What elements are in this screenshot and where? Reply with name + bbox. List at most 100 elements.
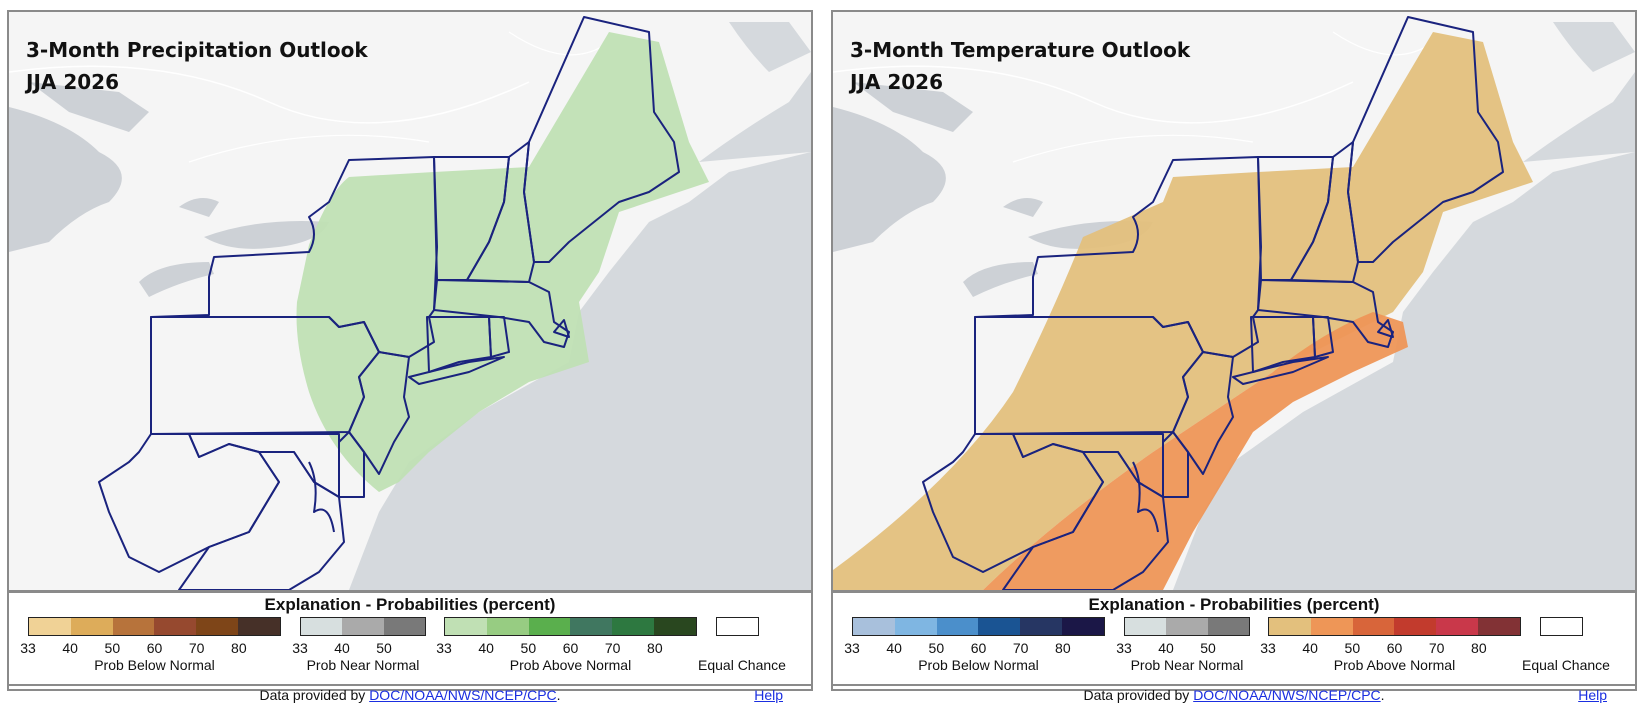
- near-normal-ticks: 33 40 50: [292, 640, 426, 656]
- below-normal-colorbar: [852, 617, 1105, 636]
- color-swatch-0: [445, 618, 487, 635]
- below-normal-ticks: 33 40 50 60 70 80: [20, 640, 281, 656]
- tick-label: 33: [1116, 640, 1132, 656]
- tick-label: 40: [1158, 640, 1174, 656]
- tick-label: 80: [647, 640, 663, 656]
- tick-label: 40: [1302, 640, 1318, 656]
- color-swatch-0: [29, 618, 71, 635]
- tick-label: 50: [104, 640, 121, 656]
- above-normal-40-50-region: [983, 312, 1408, 590]
- footer: Data provided by DOC/NOAA/NWS/NCEP/CPC. …: [9, 684, 811, 704]
- color-swatch-4: [196, 618, 239, 635]
- color-swatch-1: [894, 618, 937, 635]
- tick-label: 70: [604, 640, 621, 656]
- above-normal-ticks: 33 40 50 60 70 80: [1260, 640, 1521, 656]
- color-swatch-4: [612, 618, 655, 635]
- temperature-outlook-panel: 3-Month Temperature Outlook JJA 2026 Exp…: [831, 10, 1637, 703]
- below-normal-ticks: 33 40 50 60 70 80: [844, 640, 1105, 656]
- footer-prefix: Data provided by: [259, 687, 370, 703]
- color-swatch-2: [1352, 618, 1395, 635]
- tick-label: 33: [1260, 640, 1276, 656]
- color-swatch-5: [654, 618, 696, 635]
- tick-label: 33: [844, 640, 860, 656]
- legend-title: Explanation - Probabilities (percent): [1088, 595, 1380, 614]
- legend: Explanation - Probabilities (percent) 33…: [9, 590, 811, 684]
- precipitation-map[interactable]: 3-Month Precipitation Outlook JJA 2026: [9, 12, 811, 590]
- color-swatch-5: [238, 618, 280, 635]
- tick-label: 80: [231, 640, 247, 656]
- tick-label: 50: [376, 640, 392, 656]
- map-title-line1: 3-Month Temperature Outlook: [850, 38, 1191, 62]
- color-swatch-1: [1310, 618, 1353, 635]
- color-swatch-2: [528, 618, 571, 635]
- footer-credit: Data provided by DOC/NOAA/NWS/NCEP/CPC.: [833, 687, 1635, 703]
- above-normal-33-40-region: [833, 32, 1533, 590]
- below-normal-colorbar: [28, 617, 281, 636]
- legend-title: Explanation - Probabilities (percent): [264, 595, 556, 614]
- cpc-link[interactable]: DOC/NOAA/NWS/NCEP/CPC: [1193, 687, 1381, 703]
- map-title-line2: JJA 2026: [26, 70, 119, 94]
- color-swatch-1: [342, 618, 384, 635]
- tick-label: 80: [1471, 640, 1487, 656]
- precipitation-outlook-panel: 3-Month Precipitation Outlook JJA 2026 E…: [7, 10, 813, 703]
- near-normal-label: Prob Near Normal: [306, 657, 420, 673]
- color-swatch-4: [1020, 618, 1063, 635]
- near-normal-colorbar: [300, 617, 426, 636]
- color-swatch-0: [301, 618, 343, 635]
- color-swatch-0: [1269, 618, 1311, 635]
- tick-label: 40: [334, 640, 350, 656]
- color-swatch-2: [936, 618, 979, 635]
- tick-label: 33: [436, 640, 452, 656]
- color-swatch-2: [383, 618, 425, 635]
- color-swatch-2: [112, 618, 155, 635]
- tick-label: 40: [478, 640, 494, 656]
- footer-credit: Data provided by DOC/NOAA/NWS/NCEP/CPC.: [9, 687, 811, 703]
- tick-label: 70: [1428, 640, 1445, 656]
- equal-chance-swatch: [716, 617, 759, 636]
- above-normal-region: [296, 32, 709, 492]
- tick-label: 60: [146, 640, 163, 656]
- tick-label: 33: [292, 640, 308, 656]
- tick-label: 70: [1012, 640, 1029, 656]
- temperature-map[interactable]: 3-Month Temperature Outlook JJA 2026: [833, 12, 1635, 590]
- above-normal-colorbar: [444, 617, 697, 636]
- color-swatch-1: [486, 618, 529, 635]
- map-title: 3-Month Precipitation Outlook JJA 2026: [26, 34, 368, 98]
- above-normal-colorbar: [1268, 617, 1521, 636]
- help-link[interactable]: Help: [754, 687, 783, 703]
- above-normal-label: Prob Above Normal: [1333, 657, 1456, 673]
- color-swatch-0: [853, 618, 895, 635]
- below-normal-label: Prob Below Normal: [918, 657, 1039, 673]
- tick-label: 40: [62, 640, 78, 656]
- help-link[interactable]: Help: [1578, 687, 1607, 703]
- cpc-link[interactable]: DOC/NOAA/NWS/NCEP/CPC: [369, 687, 557, 703]
- color-swatch-3: [570, 618, 613, 635]
- tick-label: 60: [1386, 640, 1403, 656]
- color-swatch-1: [70, 618, 113, 635]
- below-normal-label: Prob Below Normal: [94, 657, 215, 673]
- color-swatch-5: [1478, 618, 1520, 635]
- tick-label: 40: [886, 640, 902, 656]
- footer-prefix: Data provided by: [1083, 687, 1194, 703]
- color-swatch-1: [1166, 618, 1208, 635]
- legend: Explanation - Probabilities (percent) 33…: [833, 590, 1635, 684]
- equal-chance-label: Equal Chance: [1522, 657, 1610, 673]
- map-title-line2: JJA 2026: [850, 70, 943, 94]
- equal-chance-label: Equal Chance: [698, 657, 786, 673]
- color-swatch-3: [978, 618, 1021, 635]
- above-normal-label: Prob Above Normal: [509, 657, 632, 673]
- color-swatch-5: [1062, 618, 1104, 635]
- near-normal-colorbar: [1124, 617, 1250, 636]
- near-normal-label: Prob Near Normal: [1130, 657, 1244, 673]
- color-swatch-3: [154, 618, 197, 635]
- tick-label: 50: [928, 640, 945, 656]
- color-swatch-3: [1394, 618, 1437, 635]
- map-title: 3-Month Temperature Outlook JJA 2026: [850, 34, 1190, 98]
- footer: Data provided by DOC/NOAA/NWS/NCEP/CPC. …: [833, 684, 1635, 704]
- tick-label: 60: [970, 640, 987, 656]
- tick-label: 33: [20, 640, 36, 656]
- footer-suffix: .: [556, 687, 561, 703]
- color-swatch-4: [1436, 618, 1479, 635]
- map-title-line1: 3-Month Precipitation Outlook: [26, 38, 368, 62]
- near-normal-ticks: 33 40 50: [1116, 640, 1250, 656]
